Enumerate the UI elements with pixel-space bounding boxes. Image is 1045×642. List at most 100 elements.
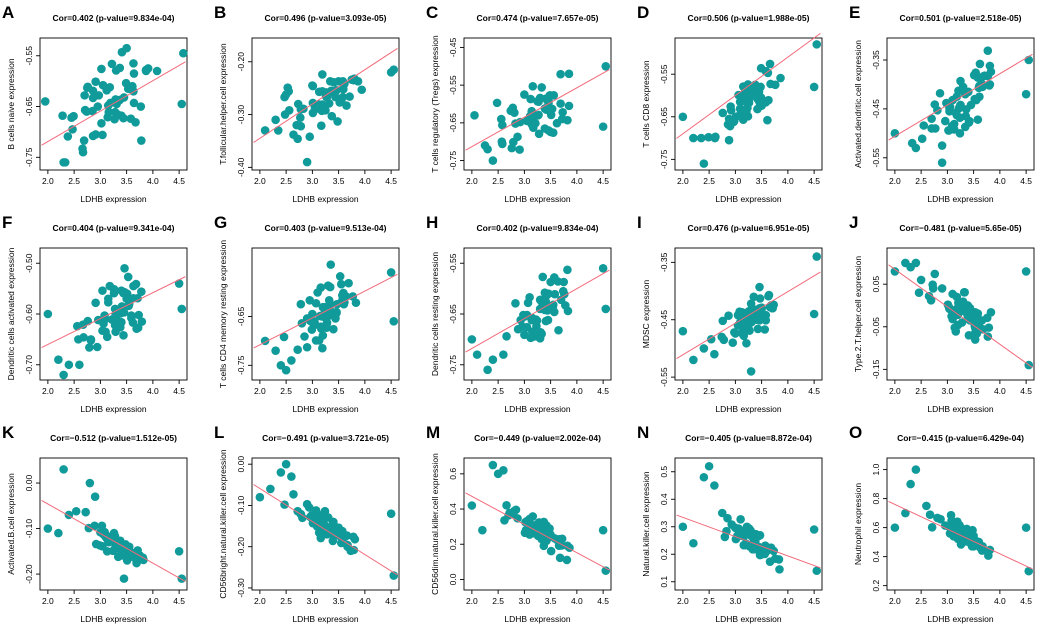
x-tick-label: 2.0 <box>254 386 266 396</box>
x-tick-label: 2.0 <box>889 596 901 606</box>
data-point <box>349 545 359 555</box>
regression-line-n <box>676 514 821 569</box>
y-axis-label-i: MDSC expression <box>641 279 651 348</box>
data-point <box>937 158 947 167</box>
y-tick-label: -0.10 <box>236 495 246 515</box>
data-point <box>543 306 552 315</box>
data-point <box>117 47 127 57</box>
data-point <box>526 94 535 104</box>
data-point <box>755 550 765 560</box>
data-point <box>940 116 950 126</box>
data-point <box>1021 523 1031 532</box>
x-tick-label: 4.5 <box>597 596 609 606</box>
data-point <box>302 157 312 167</box>
x-tick-label: 4.0 <box>782 176 794 186</box>
data-point <box>533 531 543 541</box>
data-point <box>753 324 763 334</box>
x-tick-label: 2.0 <box>889 176 901 186</box>
data-point <box>528 512 538 521</box>
data-point <box>528 81 538 91</box>
data-point <box>520 312 529 321</box>
y-tick-label: -0.05 <box>871 317 881 337</box>
x-tick-label: 4.5 <box>385 386 397 396</box>
panel-letter-g: G <box>214 213 227 232</box>
data-point <box>305 296 315 305</box>
data-point <box>919 121 929 130</box>
data-point <box>982 313 992 323</box>
data-point <box>98 286 107 295</box>
data-point <box>735 110 745 119</box>
data-point <box>111 327 120 337</box>
data-point <box>765 302 775 312</box>
y-tick-label: 0.00 <box>236 456 246 473</box>
data-point <box>85 478 95 488</box>
data-point <box>742 540 752 550</box>
data-point <box>134 310 143 320</box>
regression-line-g <box>253 273 398 349</box>
data-point <box>950 521 960 531</box>
x-axis-label-g: LDHB expression <box>292 404 358 414</box>
regression-line-m <box>465 492 610 571</box>
data-point <box>556 99 565 108</box>
data-point <box>986 67 996 77</box>
data-point <box>965 305 975 314</box>
data-point <box>110 304 120 314</box>
data-point <box>113 552 123 562</box>
data-point <box>296 113 305 123</box>
data-point <box>83 316 93 326</box>
x-axis-label-b: LDHB expression <box>292 194 358 204</box>
data-point <box>319 519 329 529</box>
x-tick-label: 4.0 <box>359 386 371 396</box>
x-tick-label: 2.5 <box>68 176 80 186</box>
data-point <box>545 524 554 533</box>
data-point <box>710 349 719 359</box>
x-tick-label: 4.5 <box>385 176 397 186</box>
data-point <box>911 258 921 268</box>
x-tick-label: 3.0 <box>941 386 953 396</box>
data-point <box>318 70 327 79</box>
data-point <box>706 334 716 344</box>
x-axis-label-c: LDHB expression <box>504 194 570 204</box>
data-point <box>1021 267 1031 276</box>
data-point <box>552 118 562 128</box>
regression-line-k <box>41 499 186 582</box>
data-point <box>756 63 766 73</box>
x-tick-label: 2.5 <box>280 176 292 186</box>
data-point <box>950 323 960 332</box>
plot-frame-k <box>39 457 188 591</box>
plot-frame-h <box>463 247 612 381</box>
x-tick-label: 2.5 <box>492 596 504 606</box>
data-point <box>558 286 568 296</box>
data-point <box>529 123 538 133</box>
data-point <box>957 318 967 327</box>
data-point <box>553 277 563 286</box>
x-tick-label: 4.5 <box>808 596 820 606</box>
data-point <box>472 350 482 359</box>
y-tick-label: -0.75 <box>448 355 458 375</box>
data-point <box>331 526 341 536</box>
data-point <box>956 100 965 110</box>
data-point <box>710 481 719 490</box>
data-point <box>91 298 100 308</box>
data-point <box>133 323 143 333</box>
data-point <box>964 118 974 127</box>
data-point <box>63 132 73 141</box>
x-tick-label: 2.0 <box>254 176 266 186</box>
data-point <box>88 131 98 141</box>
x-tick-label: 2.0 <box>889 386 901 396</box>
y-axis-label-e: Activated.dendritic.cell expression <box>853 40 863 168</box>
data-point <box>339 84 348 94</box>
data-point <box>316 283 326 292</box>
data-point <box>488 156 498 165</box>
y-axis-label-g: T cells CD4 memory resting expression <box>218 240 228 388</box>
data-point <box>558 107 567 117</box>
panel-letter-h: H <box>426 213 438 232</box>
data-point <box>502 332 511 341</box>
y-tick-label: -0.55 <box>24 46 34 66</box>
data-point <box>111 312 121 322</box>
data-point <box>103 298 113 307</box>
panel-letter-j: J <box>849 213 858 232</box>
data-point <box>283 83 293 92</box>
data-point <box>598 264 608 273</box>
data-point <box>502 501 511 510</box>
